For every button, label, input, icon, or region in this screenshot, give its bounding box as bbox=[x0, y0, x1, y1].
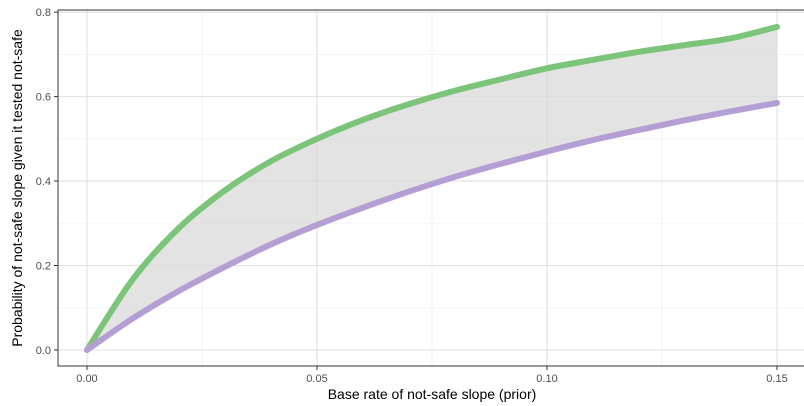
y-tick-label: 0.2 bbox=[36, 260, 51, 272]
y-tick-label: 0.4 bbox=[36, 176, 51, 188]
y-axis-title: Probability of not-safe slope given it t… bbox=[9, 29, 25, 347]
x-axis-ticks: 0.00 0.05 0.10 0.15 bbox=[76, 366, 788, 385]
x-axis-title: Base rate of not-safe slope (prior) bbox=[328, 386, 537, 402]
series-line-1 bbox=[83, 23, 781, 353]
series-line-2 bbox=[83, 99, 781, 353]
series-layer bbox=[83, 23, 781, 353]
ribbon-area bbox=[86, 26, 778, 350]
y-tick-label: 0.8 bbox=[36, 7, 51, 19]
ribbon-layer bbox=[86, 26, 778, 350]
y-tick-label: 0.0 bbox=[36, 345, 51, 357]
x-tick-label: 0.00 bbox=[76, 373, 97, 385]
y-axis-ticks: 0.0 0.2 0.4 0.6 0.8 bbox=[36, 7, 58, 357]
x-tick-label: 0.15 bbox=[766, 373, 787, 385]
x-tick-label: 0.10 bbox=[536, 373, 557, 385]
x-tick-label: 0.05 bbox=[306, 373, 327, 385]
panel-border bbox=[57, 9, 804, 367]
y-tick-label: 0.6 bbox=[36, 92, 51, 104]
